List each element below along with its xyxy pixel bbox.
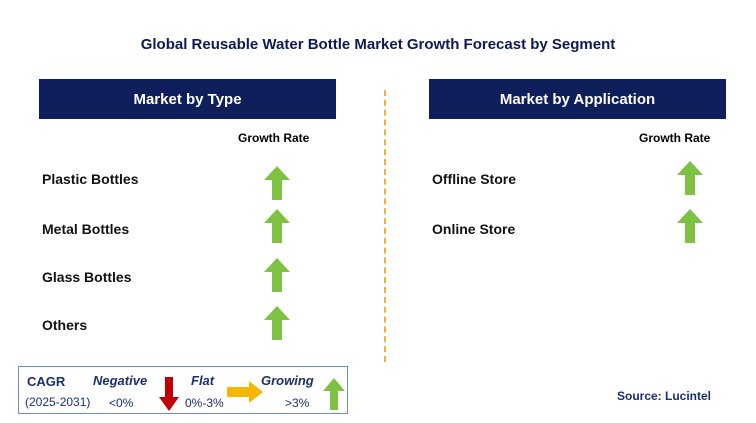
green-up-arrow-icon xyxy=(264,306,290,340)
panel-divider xyxy=(384,90,386,362)
green-up-arrow-icon xyxy=(677,161,703,195)
green-up-arrow-icon xyxy=(264,166,290,200)
market-by-application-header: Market by Application xyxy=(429,79,726,119)
red-down-arrow-icon xyxy=(159,377,179,411)
market-by-application-header-label: Market by Application xyxy=(499,90,656,108)
green-up-arrow-icon xyxy=(677,209,703,243)
legend-growing-label: Growing xyxy=(261,373,314,388)
legend-flat-range: 0%-3% xyxy=(185,396,224,410)
row-label-online-store: Online Store xyxy=(432,221,516,237)
cagr-legend: CAGR (2025-2031) Negative <0% Flat 0%-3%… xyxy=(18,366,348,414)
chart-title: Global Reusable Water Bottle Market Grow… xyxy=(140,36,616,53)
row-label-plastic-bottles: Plastic Bottles xyxy=(42,171,139,187)
row-label-offline-store: Offline Store xyxy=(432,171,517,187)
legend-negative-range: <0% xyxy=(109,396,134,410)
market-by-type-header: Market by Type xyxy=(39,79,336,119)
legend-flat-label: Flat xyxy=(191,373,215,388)
market-by-type-header-label: Market by Type xyxy=(133,90,242,108)
legend-period: (2025-2031) xyxy=(25,395,91,409)
green-up-arrow-icon xyxy=(264,258,290,292)
legend-cagr-label: CAGR xyxy=(27,374,66,389)
row-label-glass-bottles: Glass Bottles xyxy=(42,269,132,285)
left-growth-rate-label: Growth Rate xyxy=(238,131,310,145)
row-label-metal-bottles: Metal Bottles xyxy=(42,221,130,237)
row-label-others: Others xyxy=(42,317,88,333)
source-note: Source: Lucintel xyxy=(617,389,712,403)
green-up-arrow-icon xyxy=(264,209,290,243)
green-up-arrow-icon xyxy=(323,378,345,410)
legend-growing-range: >3% xyxy=(285,396,310,410)
legend-negative-label: Negative xyxy=(93,373,148,388)
yellow-right-arrow-icon xyxy=(227,381,263,403)
right-growth-rate-label: Growth Rate xyxy=(639,131,711,145)
